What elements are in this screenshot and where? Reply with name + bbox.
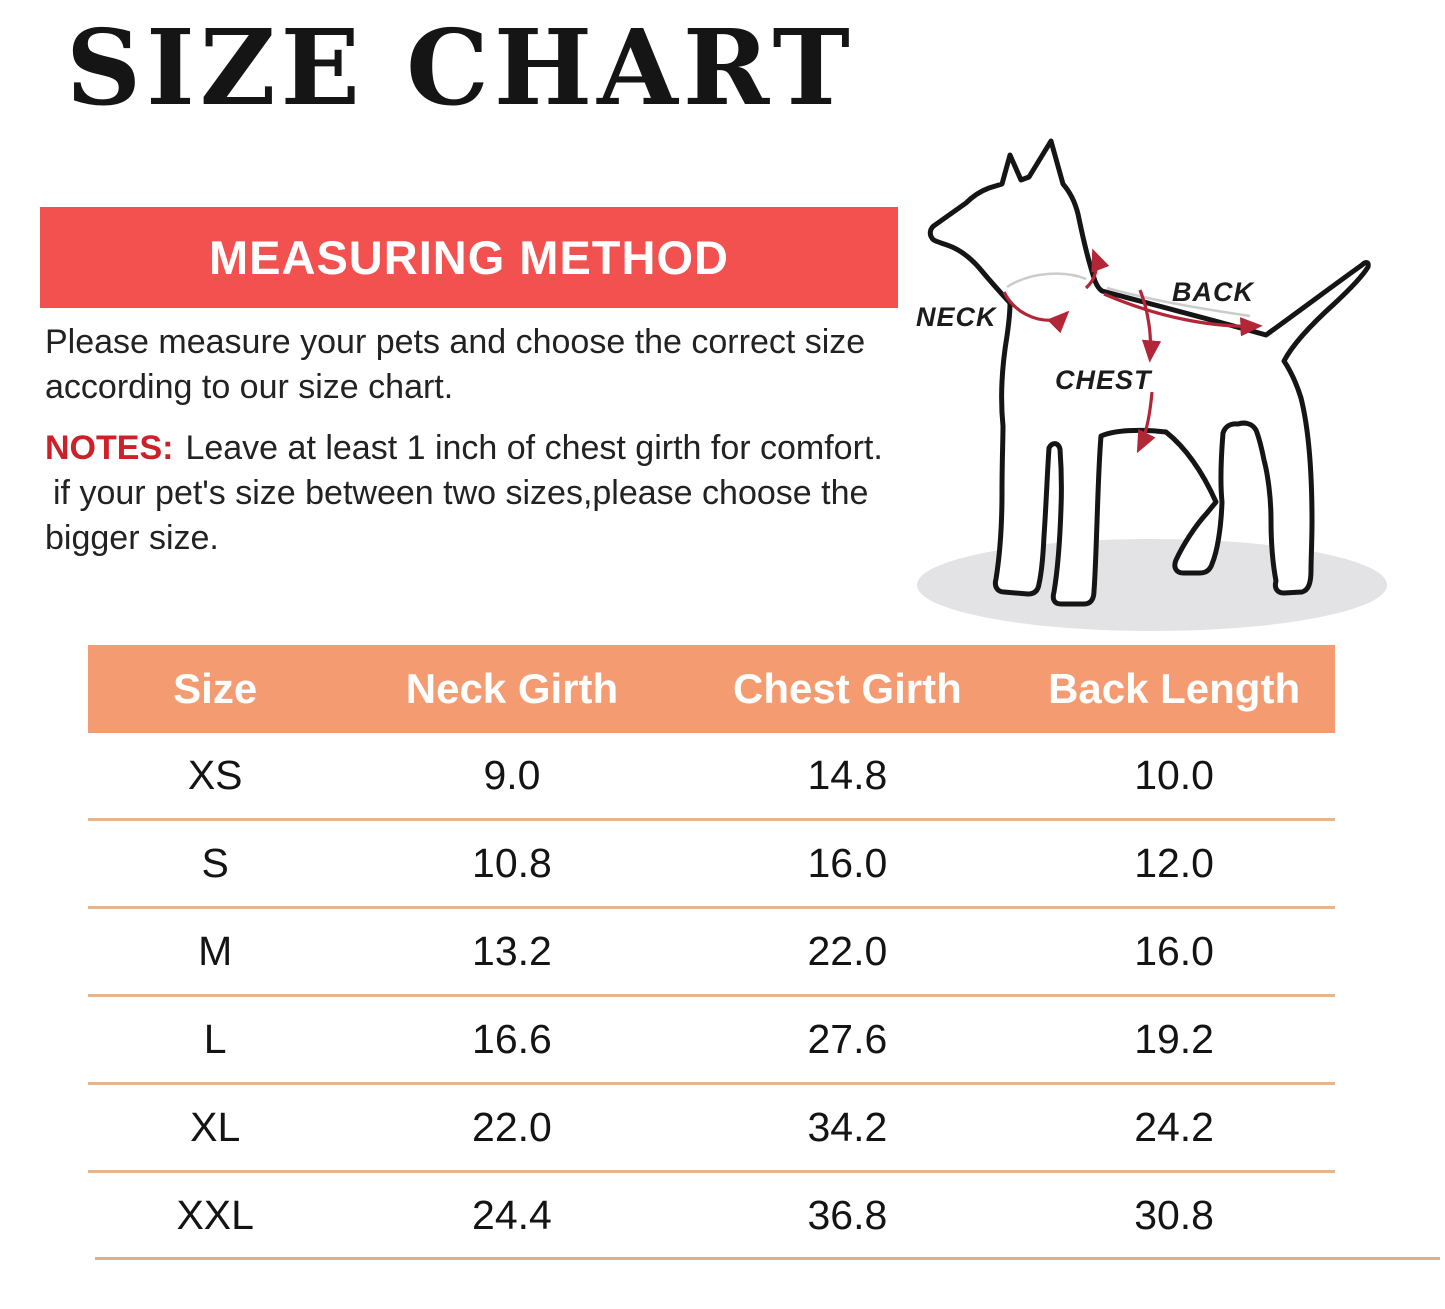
size-value: XS (187, 752, 243, 798)
column-header-chest-girth: Chest Girth (733, 665, 962, 712)
ground-shadow (917, 539, 1387, 631)
chest-girth-value: 16.0 (807, 840, 888, 886)
intro-line-2: according to our size chart. (45, 368, 454, 406)
chest-girth-value: 34.2 (807, 1104, 888, 1150)
bottom-divider (95, 1257, 1440, 1260)
neck-girth-value: 13.2 (472, 928, 552, 974)
dog-measurement-diagram: NECK BACK CHEST (900, 130, 1445, 640)
back-length-value: 12.0 (1134, 840, 1214, 886)
size-value: S (201, 840, 229, 886)
neck-guide-line (1006, 272, 1087, 289)
neck-arrow-up (1084, 248, 1110, 290)
neck-girth-value: 24.4 (472, 1192, 552, 1238)
chest-label: CHEST (1055, 365, 1152, 395)
chest-girth-value: 36.8 (807, 1192, 888, 1238)
back-length-value: 30.8 (1134, 1192, 1214, 1238)
dog-body-path (927, 138, 1371, 607)
notes-label: NOTES: (45, 429, 174, 467)
size-value: XL (190, 1104, 241, 1150)
back-length-value: 19.2 (1134, 1016, 1214, 1062)
chest-girth-value: 14.8 (807, 752, 888, 798)
column-header-size: Size (173, 665, 258, 712)
neck-girth-value: 16.6 (472, 1016, 552, 1062)
neck-arrow (1002, 291, 1070, 334)
notes-line-1: NOTES: Leave at least 1 inch of chest gir… (45, 429, 883, 467)
table-row-xl: XL 22.0 34.2 24.2 (88, 1085, 1335, 1173)
chest-girth-value: 27.6 (807, 1016, 888, 1062)
neck-girth-value: 10.8 (472, 840, 552, 886)
notes-line-2: if your pet's size between two sizes,ple… (53, 474, 869, 512)
chest-girth-value: 22.0 (807, 928, 888, 974)
measuring-method-banner: MEASURING METHOD (40, 207, 898, 308)
back-length-value: 24.2 (1134, 1104, 1214, 1150)
table-row-xxl: XXL 24.4 36.8 30.8 (88, 1173, 1335, 1258)
size-value: XXL (176, 1192, 254, 1238)
size-value: M (198, 928, 233, 974)
chest-arrow-upper (1138, 289, 1162, 363)
chest-arrow-lower (1136, 391, 1156, 454)
back-length-value: 10.0 (1134, 752, 1214, 798)
table-row-xs: XS 9.0 14.8 10.0 (88, 733, 1335, 821)
neck-girth-value: 9.0 (483, 752, 541, 798)
dog-outline-illustration (917, 138, 1387, 631)
back-guide-line (1106, 286, 1251, 318)
table-row-l: L 16.6 27.6 19.2 (88, 997, 1335, 1085)
page-title: SIZE CHART (66, 6, 855, 129)
column-header-back-length: Back Length (1048, 665, 1301, 712)
intro-line-1: Please measure your pets and choose the … (45, 323, 866, 361)
back-label: BACK (1172, 277, 1254, 307)
neck-label: NECK (916, 302, 997, 332)
neck-girth-value: 22.0 (472, 1104, 552, 1150)
table-row-m: M 13.2 22.0 16.0 (88, 909, 1335, 997)
size-value: L (203, 1016, 227, 1062)
notes-text: NOTES: Leave at least 1 inch of chest gir… (45, 426, 883, 561)
measuring-method-heading: MEASURING METHOD (209, 231, 729, 284)
back-length-value: 16.0 (1134, 928, 1214, 974)
column-header-neck-girth: Neck Girth (405, 665, 619, 712)
size-table-header: Size Neck Girth Chest Girth Back Length (88, 645, 1335, 733)
table-row-s: S 10.8 16.0 12.0 (88, 821, 1335, 909)
notes-line-3: bigger size. (45, 519, 219, 557)
measuring-intro-text: Please measure your pets and choose the … (45, 320, 865, 410)
back-arrow (1103, 292, 1263, 337)
size-table: Size Neck Girth Chest Girth Back Length … (88, 645, 1335, 1258)
